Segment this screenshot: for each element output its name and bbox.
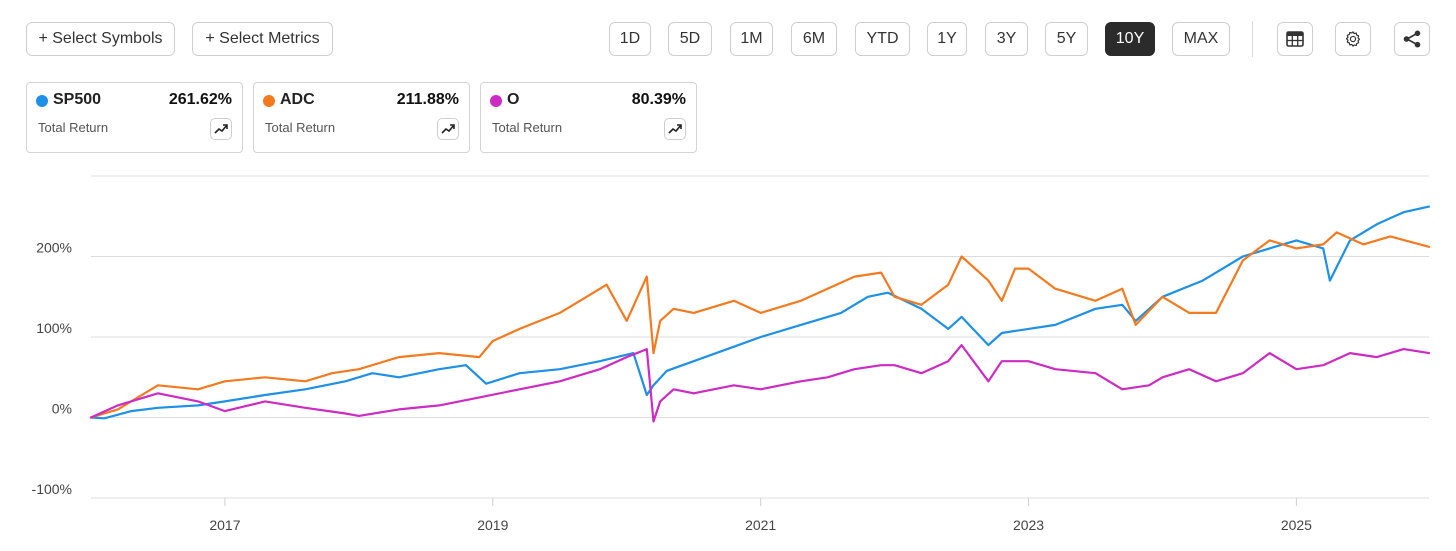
card-symbol: SP500 [53,91,102,108]
series-color-dot [36,95,48,107]
chart-toggle-button[interactable] [210,118,232,140]
legend-card-o[interactable]: O 80.39% Total Return [480,82,697,153]
period-button-3y[interactable]: 3Y [985,22,1028,56]
chart-toggle-button[interactable] [664,118,686,140]
period-button-ytd[interactable]: YTD [855,22,910,56]
card-symbol: ADC [280,91,315,108]
trend-up-icon [214,124,228,134]
y-tick-label: 200% [36,240,72,256]
series-color-dot [263,95,275,107]
card-symbol: O [507,91,520,108]
card-metric: Total Return [38,120,109,135]
x-tick-label: 2017 [209,517,240,533]
period-button-1d[interactable]: 1D [609,22,651,56]
trend-up-icon [668,124,682,134]
chart-toggle-button[interactable] [437,118,459,140]
table-view-button[interactable] [1277,22,1313,56]
period-button-10y[interactable]: 10Y [1105,22,1155,56]
settings-button[interactable] [1335,22,1371,56]
period-button-5d[interactable]: 5D [668,22,712,56]
total-return-chart[interactable]: 200% 100% 0% -100% 2017 2019 2021 2023 2025 [0,160,1456,551]
legend-card-sp500[interactable]: SP500 261.62% Total Return [26,82,243,153]
period-button-6m[interactable]: 6M [791,22,837,56]
period-button-5y[interactable]: 5Y [1045,22,1088,56]
period-button-max[interactable]: MAX [1172,22,1230,56]
x-tick-label: 2019 [477,517,508,533]
card-metric: Total Return [492,120,563,135]
period-button-1m[interactable]: 1M [730,22,773,56]
x-tick-label: 2021 [745,517,776,533]
toolbar-divider [1252,21,1253,57]
share-icon [1403,30,1421,48]
card-value: 261.62% [168,91,232,108]
select-metrics-button[interactable]: + Select Metrics [192,22,333,56]
gear-icon [1345,31,1361,47]
x-tick-label: 2025 [1281,517,1312,533]
select-symbols-button[interactable]: + Select Symbols [26,22,175,56]
series-line-adc [89,231,1431,419]
legend-card-adc[interactable]: ADC 211.88% Total Return [253,82,470,153]
trend-up-icon [441,124,455,134]
y-tick-label: 100% [36,320,72,336]
series-color-dot [490,95,502,107]
card-metric: Total Return [265,120,336,135]
share-button[interactable] [1394,22,1430,56]
x-tick-label: 2023 [1013,517,1044,533]
period-button-1y[interactable]: 1Y [927,22,967,56]
card-value: 211.88% [396,91,459,108]
table-icon [1286,31,1304,47]
series-line-sp500 [89,205,1431,420]
card-value: 80.39% [631,91,686,108]
series-line-o [89,344,1431,423]
y-tick-label: 0% [52,401,72,417]
y-tick-label: -100% [32,481,72,497]
